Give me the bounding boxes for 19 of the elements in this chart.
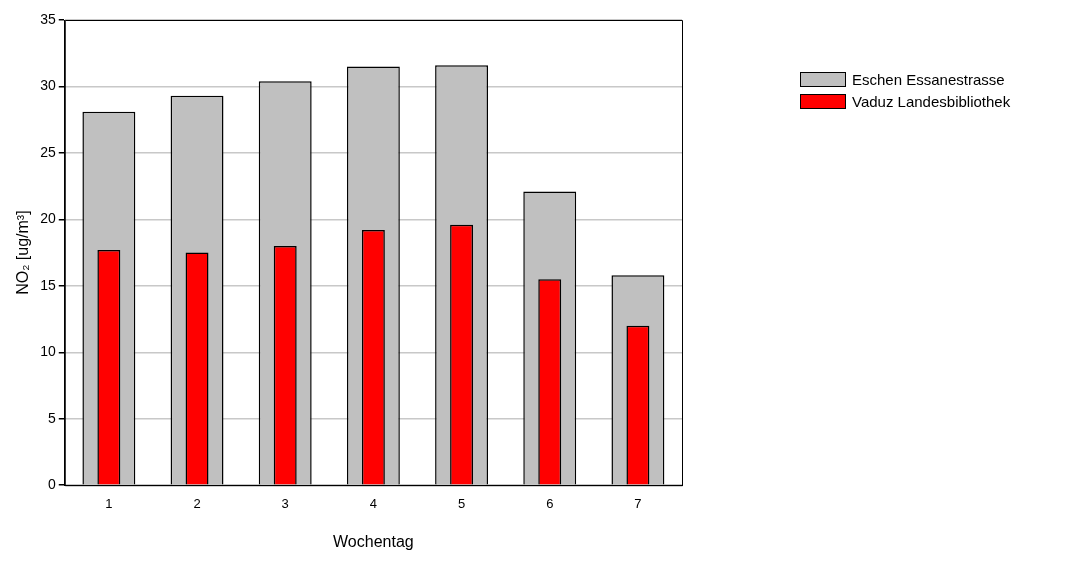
- y-tick-label: 0: [47, 476, 56, 493]
- x-tick-label: 3: [281, 495, 289, 511]
- y-axis-title: NO₂ [ug/m³]: [14, 210, 32, 295]
- y-tick-label: 20: [40, 210, 56, 227]
- x-axis-title: Wochentag: [333, 532, 414, 550]
- y-tick-label: 15: [40, 276, 56, 293]
- x-tick-label: 4: [369, 495, 377, 511]
- y-tick-label: 5: [47, 409, 56, 426]
- legend-label: Eschen Essanestrasse: [852, 70, 1005, 88]
- y-tick-label: 30: [40, 77, 56, 94]
- y-tick-label: 35: [40, 10, 56, 27]
- x-tick-label: 5: [457, 495, 466, 511]
- x-tick-label: 7: [634, 495, 642, 511]
- y-tick-label: 25: [40, 143, 56, 160]
- legend-label: Vaduz Landesbibliothek: [852, 92, 1011, 110]
- x-tick-label: 1: [105, 495, 113, 511]
- y-tick-label: 10: [40, 343, 56, 360]
- x-tick-label: 2: [193, 495, 201, 511]
- x-tick-label: 6: [546, 495, 554, 511]
